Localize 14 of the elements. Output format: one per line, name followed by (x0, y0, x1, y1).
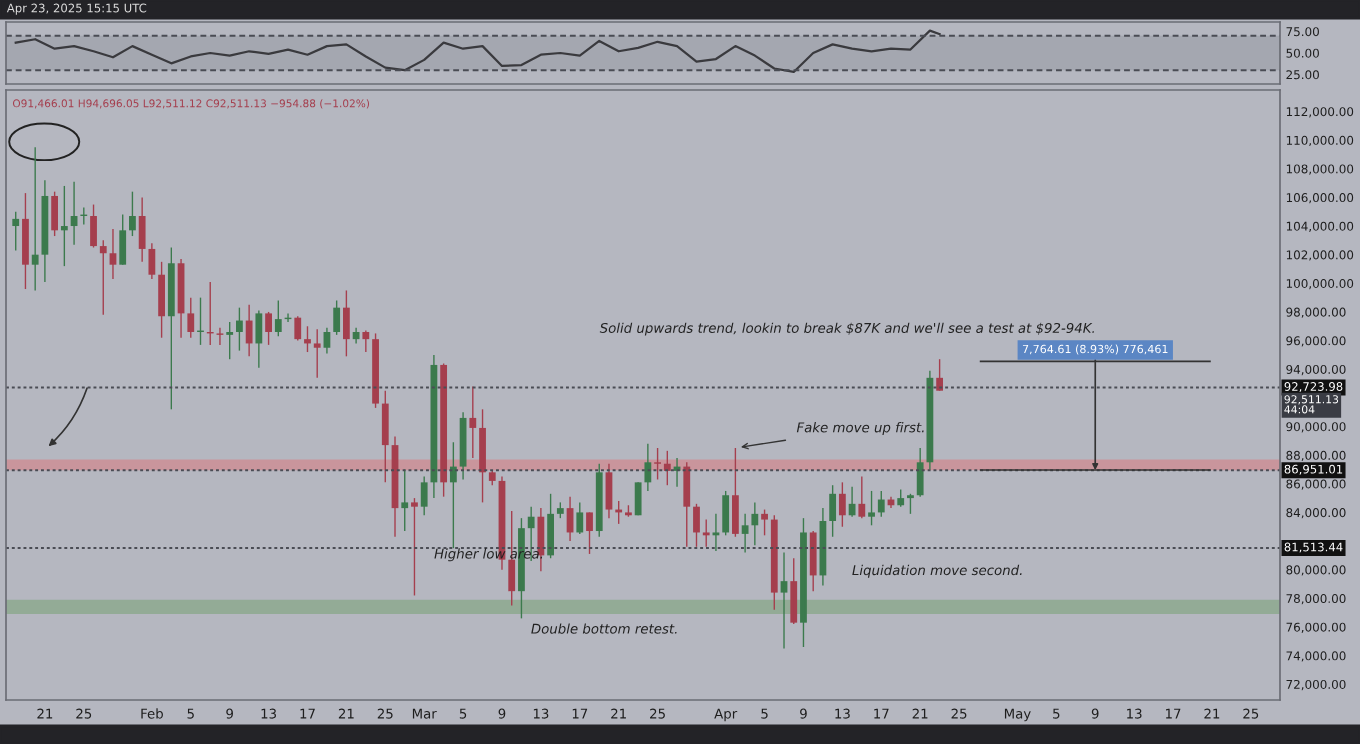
candlestick (907, 493, 914, 515)
candlestick (868, 490, 875, 527)
candlestick (586, 511, 593, 555)
candlestick (401, 468, 409, 532)
candlestick (654, 447, 661, 481)
candlestick (411, 497, 418, 597)
candlestick (702, 518, 710, 548)
candlestick (187, 296, 195, 339)
candlestick (313, 328, 321, 379)
line-series (14, 29, 941, 74)
candlestick (226, 321, 234, 360)
candlestick (265, 311, 272, 346)
candlestick (761, 508, 768, 537)
candlestick (119, 213, 127, 266)
